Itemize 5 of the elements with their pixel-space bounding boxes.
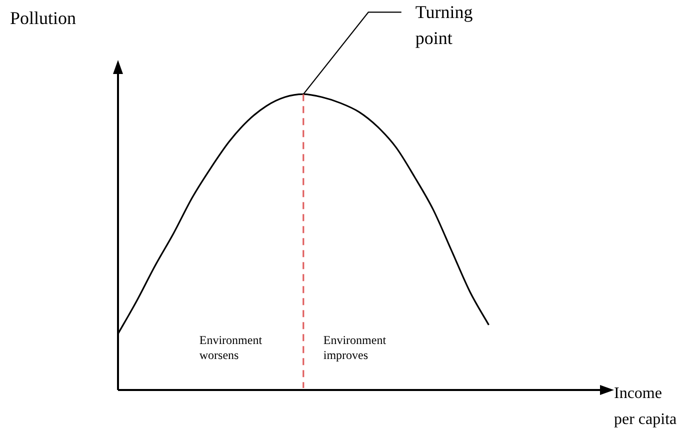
x-axis-title: Income per capita xyxy=(614,385,677,428)
text: Turning point xyxy=(415,2,473,48)
y-axis-title: Pollution xyxy=(10,8,76,28)
annotation: Environment worsens xyxy=(199,333,263,362)
annotation: Environment improves xyxy=(323,333,387,362)
